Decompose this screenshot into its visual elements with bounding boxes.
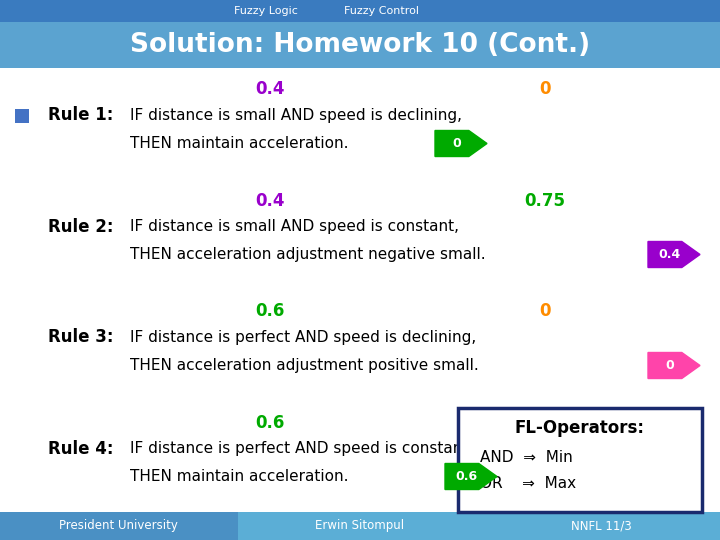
Text: Rule 4:: Rule 4: bbox=[48, 440, 114, 457]
Text: 0.75: 0.75 bbox=[524, 192, 565, 210]
Bar bbox=[482, 512, 720, 540]
Bar bbox=[0, 22, 720, 68]
Text: 0.6: 0.6 bbox=[456, 470, 478, 483]
Text: 0.4: 0.4 bbox=[256, 192, 284, 210]
Text: 0.6: 0.6 bbox=[256, 414, 284, 431]
Text: NNFL 11/3: NNFL 11/3 bbox=[571, 519, 631, 532]
Text: 0: 0 bbox=[539, 302, 551, 321]
Bar bbox=[238, 512, 482, 540]
Text: Rule 3:: Rule 3: bbox=[48, 328, 114, 347]
Text: IF distance is perfect AND speed is declining,: IF distance is perfect AND speed is decl… bbox=[130, 330, 476, 345]
Text: THEN maintain acceleration.: THEN maintain acceleration. bbox=[130, 469, 348, 484]
Bar bbox=[0, 0, 720, 22]
Text: 0: 0 bbox=[665, 359, 674, 372]
Polygon shape bbox=[445, 463, 497, 489]
Bar bbox=[0, 512, 238, 540]
Text: Fuzzy Control: Fuzzy Control bbox=[344, 6, 419, 16]
Text: THEN acceleration adjustment positive small.: THEN acceleration adjustment positive sm… bbox=[130, 358, 479, 373]
Text: Erwin Sitompul: Erwin Sitompul bbox=[315, 519, 405, 532]
Polygon shape bbox=[435, 131, 487, 157]
Text: IF distance is small AND speed is declining,: IF distance is small AND speed is declin… bbox=[130, 108, 462, 123]
Polygon shape bbox=[648, 241, 700, 267]
Text: THEN maintain acceleration.: THEN maintain acceleration. bbox=[130, 136, 348, 151]
Text: THEN acceleration adjustment negative small.: THEN acceleration adjustment negative sm… bbox=[130, 247, 485, 262]
Text: FL-Operators:: FL-Operators: bbox=[515, 419, 645, 437]
Text: IF distance is small AND speed is constant,: IF distance is small AND speed is consta… bbox=[130, 219, 459, 234]
Bar bbox=[15, 109, 29, 123]
Text: Fuzzy Logic: Fuzzy Logic bbox=[235, 6, 298, 16]
Text: OR    ⇒  Max: OR ⇒ Max bbox=[480, 476, 576, 491]
Polygon shape bbox=[648, 353, 700, 379]
Text: IF distance is perfect AND speed is constant,: IF distance is perfect AND speed is cons… bbox=[130, 441, 473, 456]
Text: 0: 0 bbox=[539, 80, 551, 98]
Text: 0.4: 0.4 bbox=[659, 248, 681, 261]
Text: 0: 0 bbox=[452, 137, 462, 150]
Text: 0.6: 0.6 bbox=[256, 302, 284, 321]
Text: 0.75: 0.75 bbox=[524, 414, 565, 431]
Text: President University: President University bbox=[59, 519, 179, 532]
Text: Solution: Homework 10 (Cont.): Solution: Homework 10 (Cont.) bbox=[130, 32, 590, 58]
Text: Rule 1:: Rule 1: bbox=[48, 106, 113, 125]
Text: AND  ⇒  Min: AND ⇒ Min bbox=[480, 450, 572, 465]
Text: Rule 2:: Rule 2: bbox=[48, 218, 114, 235]
Text: 0.4: 0.4 bbox=[256, 80, 284, 98]
FancyBboxPatch shape bbox=[458, 408, 702, 512]
